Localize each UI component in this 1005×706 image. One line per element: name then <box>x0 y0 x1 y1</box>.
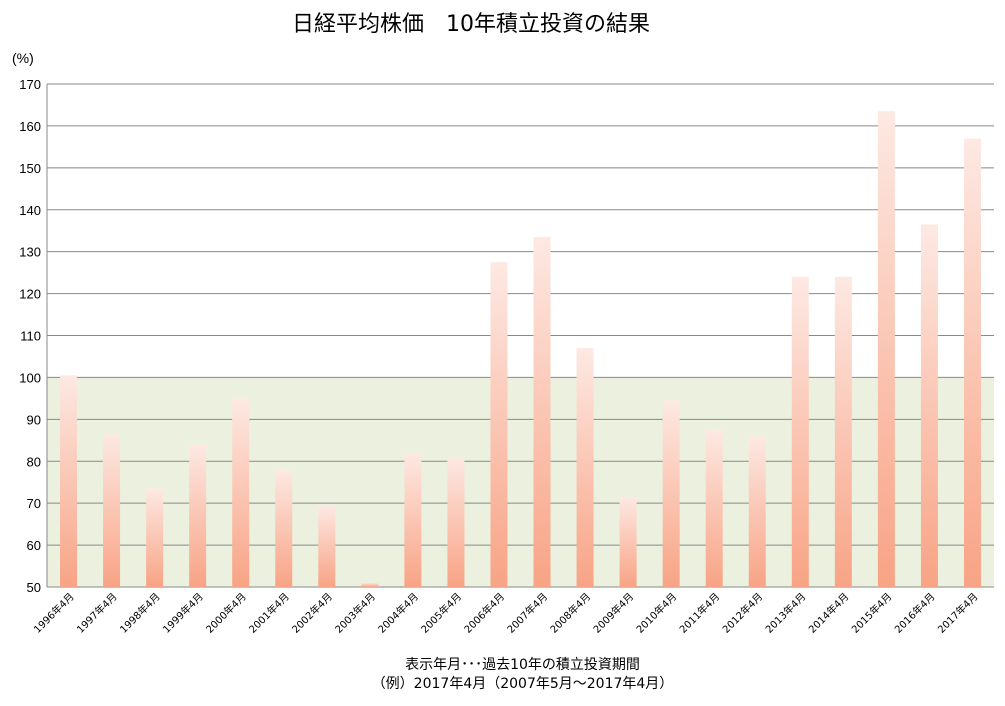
y-tick-label: 100 <box>19 370 41 385</box>
bar <box>60 375 78 587</box>
bar <box>361 582 379 587</box>
bar <box>318 505 336 587</box>
bar <box>662 400 680 587</box>
bar <box>232 398 250 587</box>
bar <box>791 276 809 587</box>
bar <box>576 348 594 587</box>
x-tick-label: 2013年4月 <box>763 590 809 636</box>
y-axis-unit-label: (%) <box>12 50 34 66</box>
x-tick-label: 2016年4月 <box>892 590 938 636</box>
bar <box>490 262 508 587</box>
y-tick-label: 140 <box>19 203 41 218</box>
x-tick-label: 1998年4月 <box>117 590 163 636</box>
y-tick-label: 150 <box>19 161 41 176</box>
bar <box>103 434 121 587</box>
x-tick-label: 2006年4月 <box>461 590 507 636</box>
x-tick-label: 2001年4月 <box>246 590 292 636</box>
y-tick-label: 60 <box>27 538 41 553</box>
x-tick-label: 2005年4月 <box>418 590 464 636</box>
bar <box>146 488 164 587</box>
x-tick-label: 2015年4月 <box>849 590 895 636</box>
bar <box>275 469 293 587</box>
bar <box>877 111 895 587</box>
y-tick-label: 70 <box>27 496 41 511</box>
x-tick-label: 2010年4月 <box>633 590 679 636</box>
footnote: 表示年月･･･過去10年の積立投資期間 （例）2017年4月（2007年5月～2… <box>0 656 1005 694</box>
x-tick-label: 1999年4月 <box>160 590 206 636</box>
y-tick-label: 80 <box>27 454 41 469</box>
bar <box>963 138 981 587</box>
x-tick-label: 2011年4月 <box>676 590 722 636</box>
x-tick-label: 2012年4月 <box>720 590 766 636</box>
x-tick-label: 2000年4月 <box>203 590 249 636</box>
y-tick-label: 120 <box>19 287 41 302</box>
y-tick-label: 50 <box>27 580 41 595</box>
y-tick-label: 160 <box>19 119 41 134</box>
x-tick-label: 2003年4月 <box>332 590 378 636</box>
x-tick-label: 2002年4月 <box>289 590 335 636</box>
x-tick-label: 2014年4月 <box>806 590 852 636</box>
y-tick-label: 110 <box>20 329 41 344</box>
bar <box>920 224 938 587</box>
bar <box>834 276 852 587</box>
x-tick-label: 2004年4月 <box>375 590 421 636</box>
y-tick-label: 170 <box>19 77 41 92</box>
footnote-line-2: （例）2017年4月（2007年5月～2017年4月） <box>371 676 674 692</box>
bar <box>447 457 465 587</box>
bar <box>533 236 551 587</box>
x-tick-label: 1996年4月 <box>31 590 77 636</box>
reference-band <box>47 377 994 587</box>
bar <box>748 436 766 587</box>
chart-title: 日経平均株価 10年積立投資の結果 <box>292 12 650 37</box>
footnote-line-1: 表示年月･･･過去10年の積立投資期間 <box>405 657 640 673</box>
bar <box>189 444 207 587</box>
x-tick-label: 2007年4月 <box>504 590 550 636</box>
x-tick-label: 1997年4月 <box>74 590 120 636</box>
y-tick-label: 130 <box>19 245 41 260</box>
bar <box>705 429 723 587</box>
x-tick-label: 2009年4月 <box>590 590 636 636</box>
y-tick-label: 90 <box>27 412 41 427</box>
x-tick-label: 2017年4月 <box>935 590 981 636</box>
bar <box>619 496 637 587</box>
x-tick-label: 2008年4月 <box>547 590 593 636</box>
bar <box>404 452 422 587</box>
